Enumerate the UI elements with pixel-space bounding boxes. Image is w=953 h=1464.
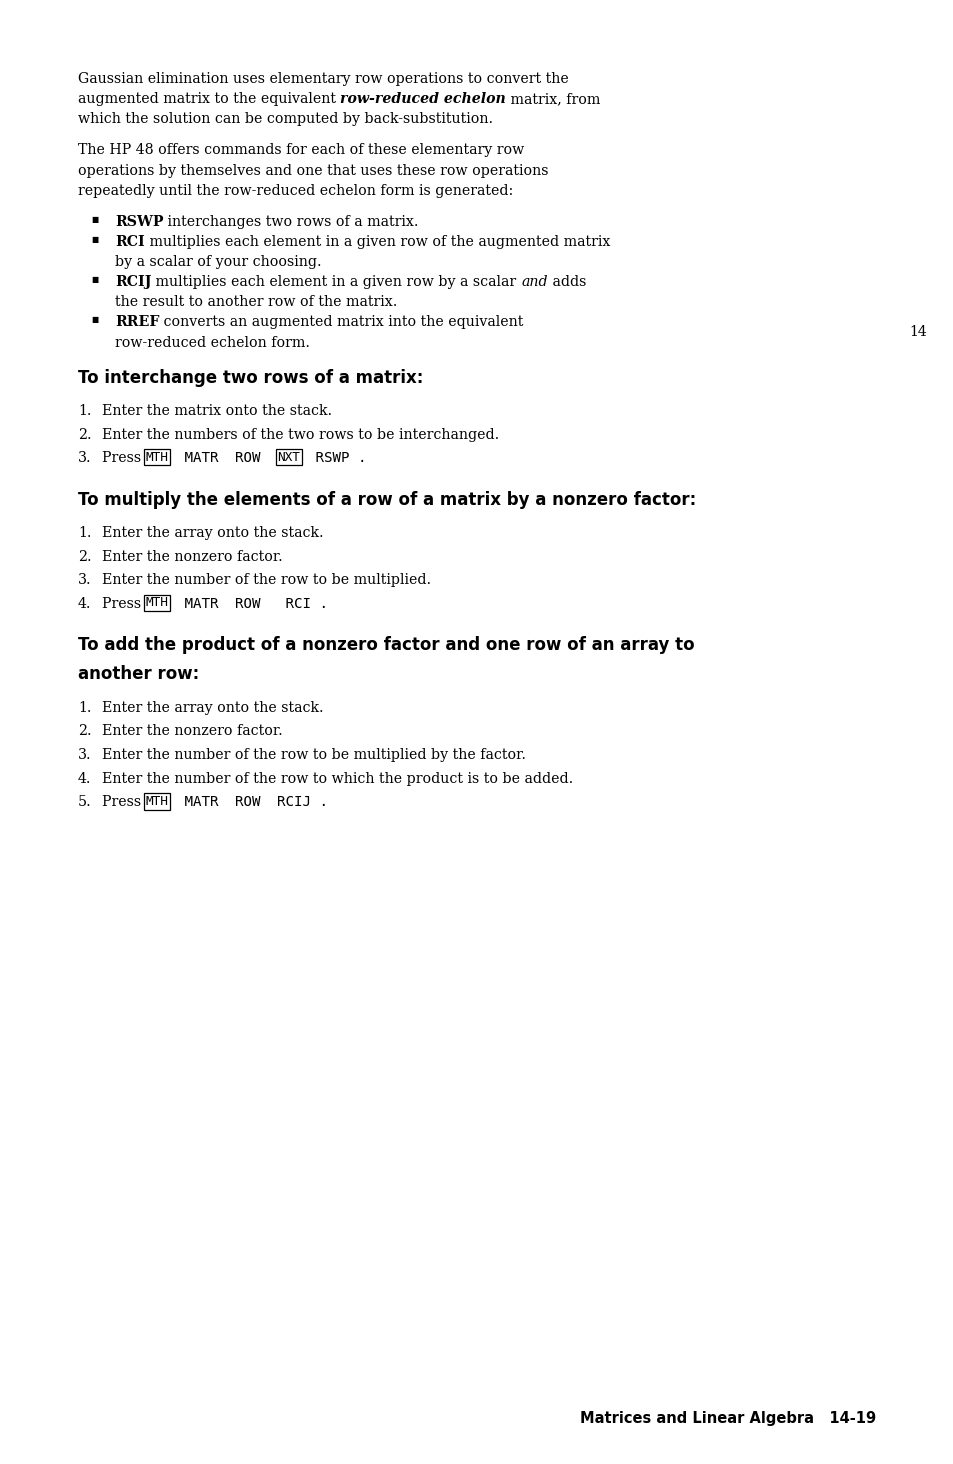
Text: ■: ■ — [91, 315, 98, 325]
Text: RREF: RREF — [115, 315, 159, 329]
Text: ROW: ROW — [218, 451, 260, 466]
Text: the result to another row of the matrix.: the result to another row of the matrix. — [115, 296, 397, 309]
Text: 3.: 3. — [78, 574, 91, 587]
Text: Gaussian elimination uses elementary row operations to convert the: Gaussian elimination uses elementary row… — [78, 72, 568, 86]
Text: Enter the number of the row to be multiplied.: Enter the number of the row to be multip… — [102, 574, 431, 587]
Text: 1.: 1. — [78, 404, 91, 417]
Text: NXT: NXT — [277, 451, 300, 464]
Text: 4.: 4. — [78, 772, 91, 786]
Text: Enter the array onto the stack.: Enter the array onto the stack. — [102, 526, 323, 540]
Text: MTH: MTH — [146, 596, 169, 609]
Text: 2.: 2. — [78, 427, 91, 442]
Text: 1.: 1. — [78, 701, 91, 714]
Text: To multiply the elements of a row of a matrix by a nonzero factor:: To multiply the elements of a row of a m… — [78, 490, 696, 508]
Text: repeatedly until the row-reduced echelon form is generated:: repeatedly until the row-reduced echelon… — [78, 183, 513, 198]
Text: RSWP .: RSWP . — [307, 451, 367, 466]
Text: which the solution can be computed by back-substitution.: which the solution can be computed by ba… — [78, 113, 493, 126]
Text: ROW: ROW — [218, 795, 260, 810]
Text: RCI .: RCI . — [260, 597, 328, 610]
Text: Enter the nonzero factor.: Enter the nonzero factor. — [102, 725, 282, 738]
Text: 4.: 4. — [78, 597, 91, 610]
Text: Enter the nonzero factor.: Enter the nonzero factor. — [102, 549, 282, 564]
Text: 5.: 5. — [78, 795, 91, 810]
Text: 3.: 3. — [78, 451, 91, 466]
Text: 2.: 2. — [78, 725, 91, 738]
Text: adds: adds — [547, 275, 585, 290]
Text: RCIJ .: RCIJ . — [260, 795, 328, 810]
Text: RCI: RCI — [115, 234, 145, 249]
Text: another row:: another row: — [78, 665, 199, 684]
Text: multiplies each element in a given row by a scalar: multiplies each element in a given row b… — [152, 275, 520, 290]
Text: Enter the matrix onto the stack.: Enter the matrix onto the stack. — [102, 404, 332, 417]
Text: 1.: 1. — [78, 526, 91, 540]
Text: Matrices and Linear Algebra   14-19: Matrices and Linear Algebra 14-19 — [579, 1411, 875, 1426]
Text: ■: ■ — [91, 234, 98, 244]
Text: row-reduced echelon: row-reduced echelon — [340, 92, 506, 105]
Text: RSWP: RSWP — [115, 215, 163, 228]
Text: MATR: MATR — [175, 597, 218, 610]
Text: MTH: MTH — [146, 451, 169, 464]
Text: 14: 14 — [908, 325, 925, 340]
Text: Enter the array onto the stack.: Enter the array onto the stack. — [102, 701, 323, 714]
Text: The HP 48 offers commands for each of these elementary row: The HP 48 offers commands for each of th… — [78, 143, 524, 158]
Text: To add the product of a nonzero factor and one row of an array to: To add the product of a nonzero factor a… — [78, 637, 694, 654]
Text: Press: Press — [102, 451, 146, 466]
Text: interchanges two rows of a matrix.: interchanges two rows of a matrix. — [163, 215, 418, 228]
Text: operations by themselves and one that uses these row operations: operations by themselves and one that us… — [78, 164, 548, 177]
Text: augmented matrix to the equivalent: augmented matrix to the equivalent — [78, 92, 340, 105]
Text: MATR: MATR — [175, 795, 218, 810]
Text: ■: ■ — [91, 275, 98, 284]
Text: and: and — [520, 275, 547, 290]
Text: MTH: MTH — [146, 795, 169, 808]
Text: 2.: 2. — [78, 549, 91, 564]
Text: Enter the number of the row to which the product is to be added.: Enter the number of the row to which the… — [102, 772, 573, 786]
Text: Press: Press — [102, 597, 146, 610]
Text: RCIJ: RCIJ — [115, 275, 152, 290]
Text: To interchange two rows of a matrix:: To interchange two rows of a matrix: — [78, 369, 423, 386]
Text: ROW: ROW — [218, 597, 260, 610]
Text: ■: ■ — [91, 215, 98, 224]
Text: Enter the numbers of the two rows to be interchanged.: Enter the numbers of the two rows to be … — [102, 427, 498, 442]
Text: by a scalar of your choosing.: by a scalar of your choosing. — [115, 255, 321, 269]
Text: converts an augmented matrix into the equivalent: converts an augmented matrix into the eq… — [159, 315, 523, 329]
Text: MATR: MATR — [175, 451, 218, 466]
Text: row-reduced echelon form.: row-reduced echelon form. — [115, 335, 310, 350]
Text: Enter the number of the row to be multiplied by the factor.: Enter the number of the row to be multip… — [102, 748, 525, 761]
Text: Press: Press — [102, 795, 146, 810]
Text: 3.: 3. — [78, 748, 91, 761]
Text: matrix, from: matrix, from — [506, 92, 600, 105]
Text: multiplies each element in a given row of the augmented matrix: multiplies each element in a given row o… — [145, 234, 610, 249]
